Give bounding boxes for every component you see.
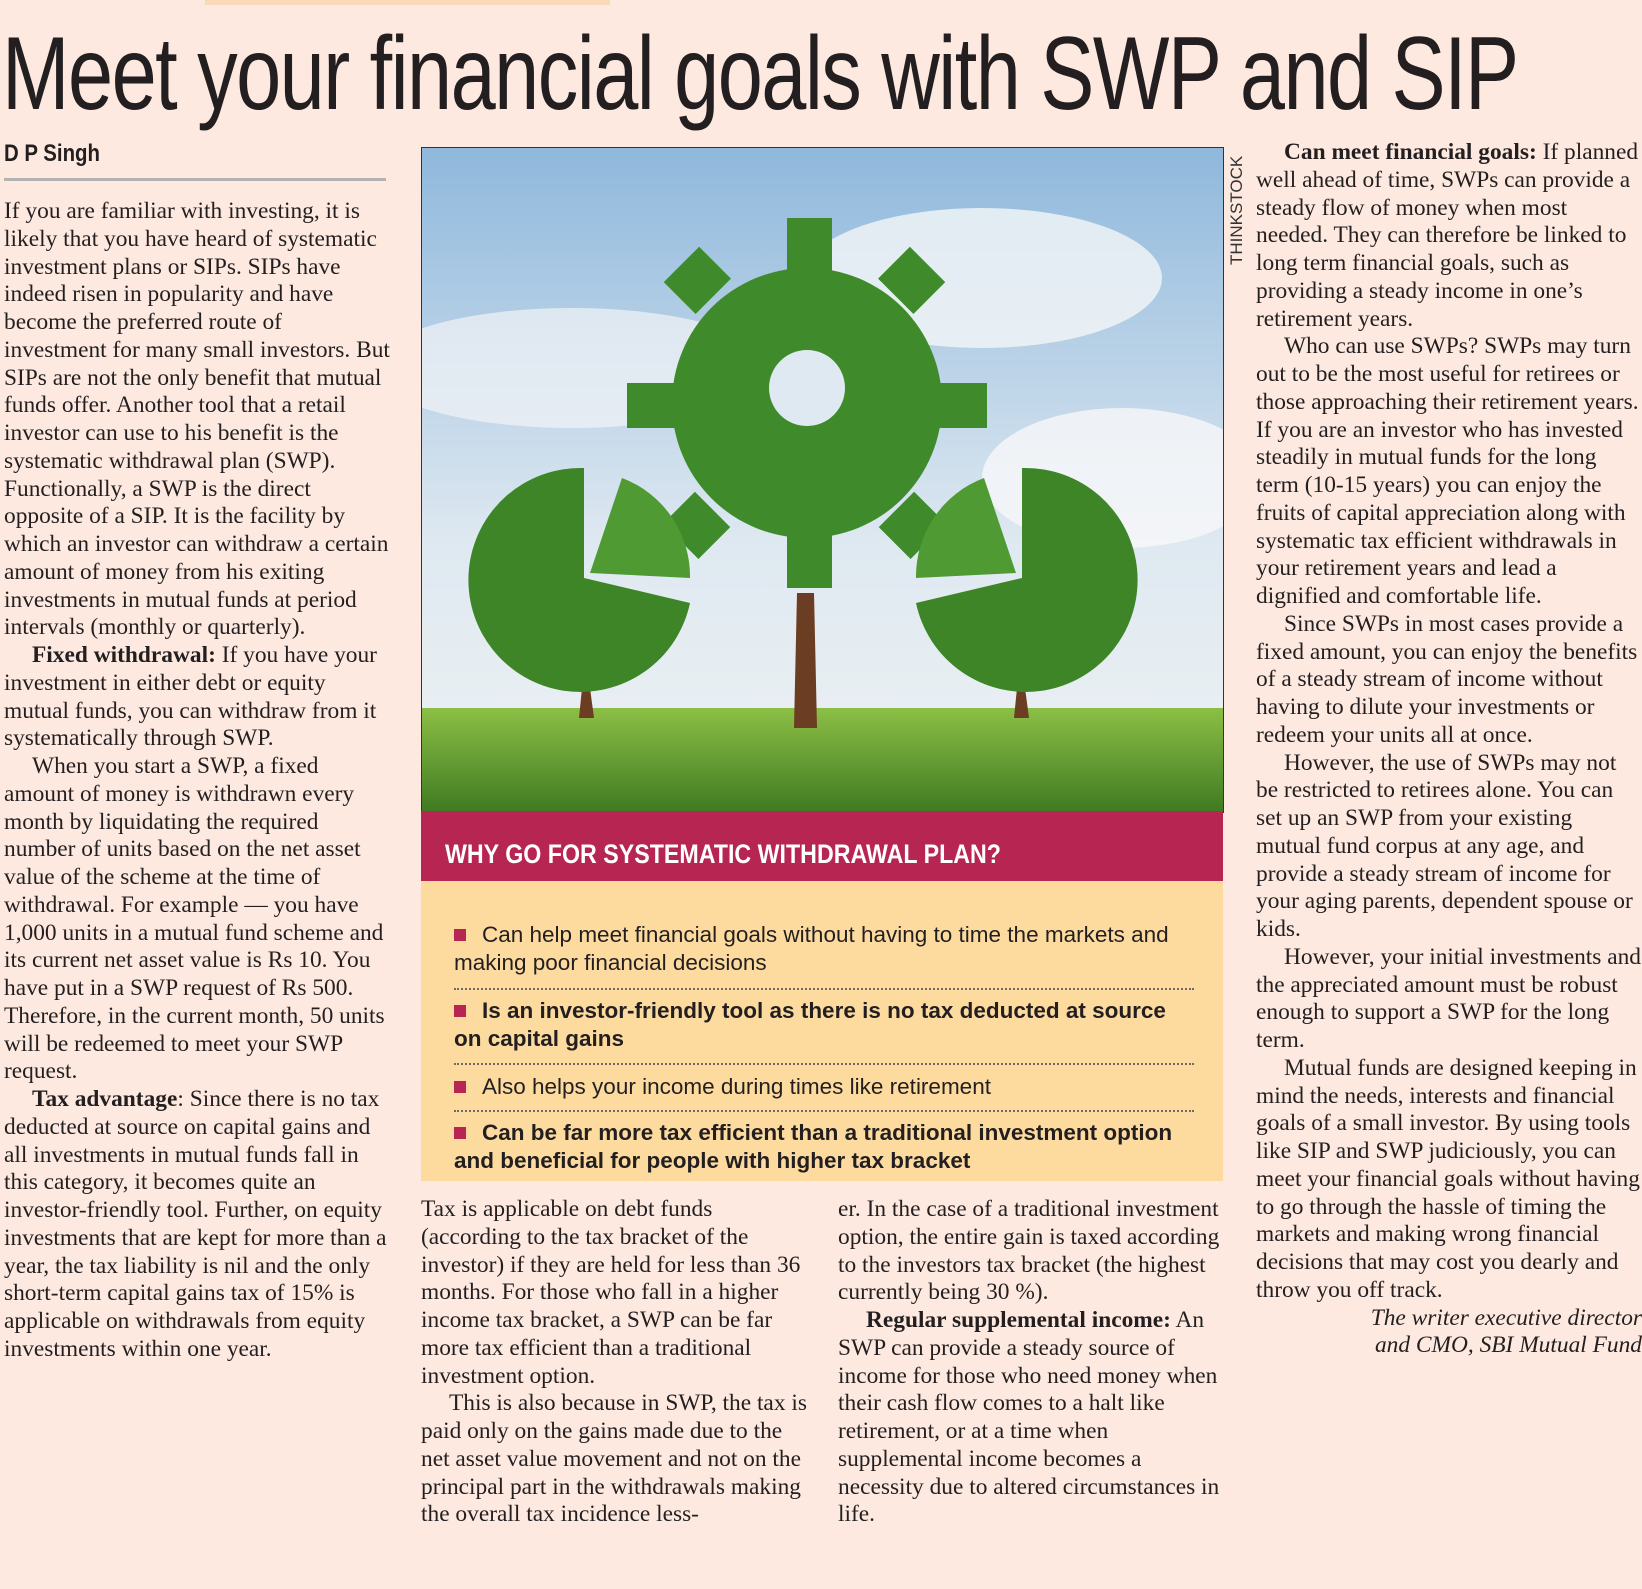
right-pie-tree <box>915 467 1138 718</box>
photo-credit: THINKSTOCK <box>1227 155 1246 265</box>
paragraph: Tax is applicable on debt funds (accordi… <box>421 1196 801 1389</box>
article-column-3: er. In the case of a traditional investm… <box>838 1196 1223 1529</box>
headline: Meet your financial goals with SWP and S… <box>2 16 1519 132</box>
dotted-divider <box>454 988 1194 990</box>
dotted-divider <box>454 1110 1194 1112</box>
top-accent-bar <box>205 0 610 5</box>
bullet-square-icon <box>454 929 466 941</box>
run-in-heading: Fixed withdrawal: <box>32 642 216 668</box>
paragraph: Regular supplemental income: An SWP can … <box>838 1307 1220 1528</box>
paragraph: This is also because in SWP, the tax is … <box>421 1390 807 1528</box>
paragraph: However, the use of SWPs may not be rest… <box>1256 749 1633 943</box>
box-item: Is an investor-friendly tool as there is… <box>454 998 1166 1051</box>
paragraph: When you start a SWP, a fixed amount of … <box>4 753 385 1085</box>
byline: D P Singh <box>4 140 100 167</box>
author-note: and CMO, SBI Mutual Fund <box>1374 1332 1642 1359</box>
paragraph: er. In the case of a traditional investm… <box>838 1196 1220 1306</box>
article-column-4: Can meet financial goals: If planned wel… <box>1256 139 1642 1360</box>
paragraph: If you are familiar with investing, it i… <box>4 198 390 641</box>
left-pie-tree <box>468 467 691 718</box>
paragraph: Can meet financial goals: If planned wel… <box>1256 139 1639 332</box>
paragraph: Since SWPs in most cases provide a fixed… <box>1256 610 1638 748</box>
center-gear-tree <box>627 218 987 728</box>
box-item: Can be far more tax efficient than a tra… <box>454 1120 1173 1173</box>
run-in-heading: Regular supplemental income: <box>866 1307 1171 1333</box>
article-column-1: If you are familiar with investing, it i… <box>4 198 390 1364</box>
bullet-square-icon <box>454 1005 466 1017</box>
paragraph: Fixed withdrawal: If you have your inves… <box>4 642 377 752</box>
paragraph: Tax advantage: Since there is no tax ded… <box>4 1086 387 1362</box>
box-item: Can help meet financial goals without ha… <box>454 922 1169 975</box>
bullet-square-icon <box>454 1127 466 1139</box>
dotted-divider <box>454 1063 1194 1065</box>
run-in-heading: Tax advantage <box>32 1086 178 1112</box>
article-column-2: Tax is applicable on debt funds (accordi… <box>421 1196 811 1529</box>
box-item: Also helps your income during times like… <box>454 1073 1194 1101</box>
paragraph: Who can use SWPs? SWPs may turn out to b… <box>1256 333 1639 609</box>
author-note: The writer executive director <box>1370 1304 1642 1331</box>
sidebar-box-header: WHY GO FOR SYSTEMATIC WITHDRAWAL PLAN? <box>421 811 1223 881</box>
sidebar-box: Can help meet financial goals without ha… <box>421 881 1223 1181</box>
sidebar-box-title: WHY GO FOR SYSTEMATIC WITHDRAWAL PLAN? <box>445 839 1001 869</box>
byline-rule <box>4 178 386 181</box>
paragraph: Mutual funds are designed keeping in min… <box>1256 1054 1640 1303</box>
bullet-square-icon <box>454 1081 466 1093</box>
paragraph: However, your initial investments and th… <box>1256 943 1641 1053</box>
run-in-heading: Can meet financial goals: <box>1284 139 1537 165</box>
illustration-gear-trees <box>421 147 1224 813</box>
